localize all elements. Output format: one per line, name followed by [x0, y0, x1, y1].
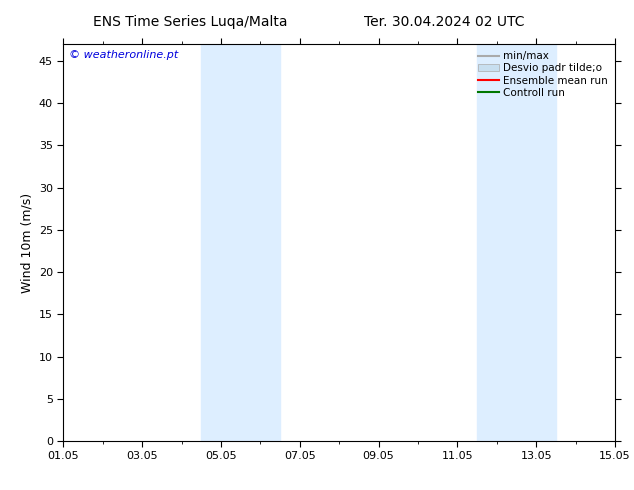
Legend: min/max, Desvio padr tilde;o, Ensemble mean run, Controll run: min/max, Desvio padr tilde;o, Ensemble m… [476, 49, 610, 100]
Text: ENS Time Series Luqa/Malta: ENS Time Series Luqa/Malta [93, 15, 287, 29]
Text: © weatheronline.pt: © weatheronline.pt [69, 50, 178, 60]
Bar [477, 44, 556, 441]
Text: Ter. 30.04.2024 02 UTC: Ter. 30.04.2024 02 UTC [363, 15, 524, 29]
Y-axis label: Wind 10m (m/s): Wind 10m (m/s) [20, 193, 34, 293]
Bar [202, 44, 280, 441]
